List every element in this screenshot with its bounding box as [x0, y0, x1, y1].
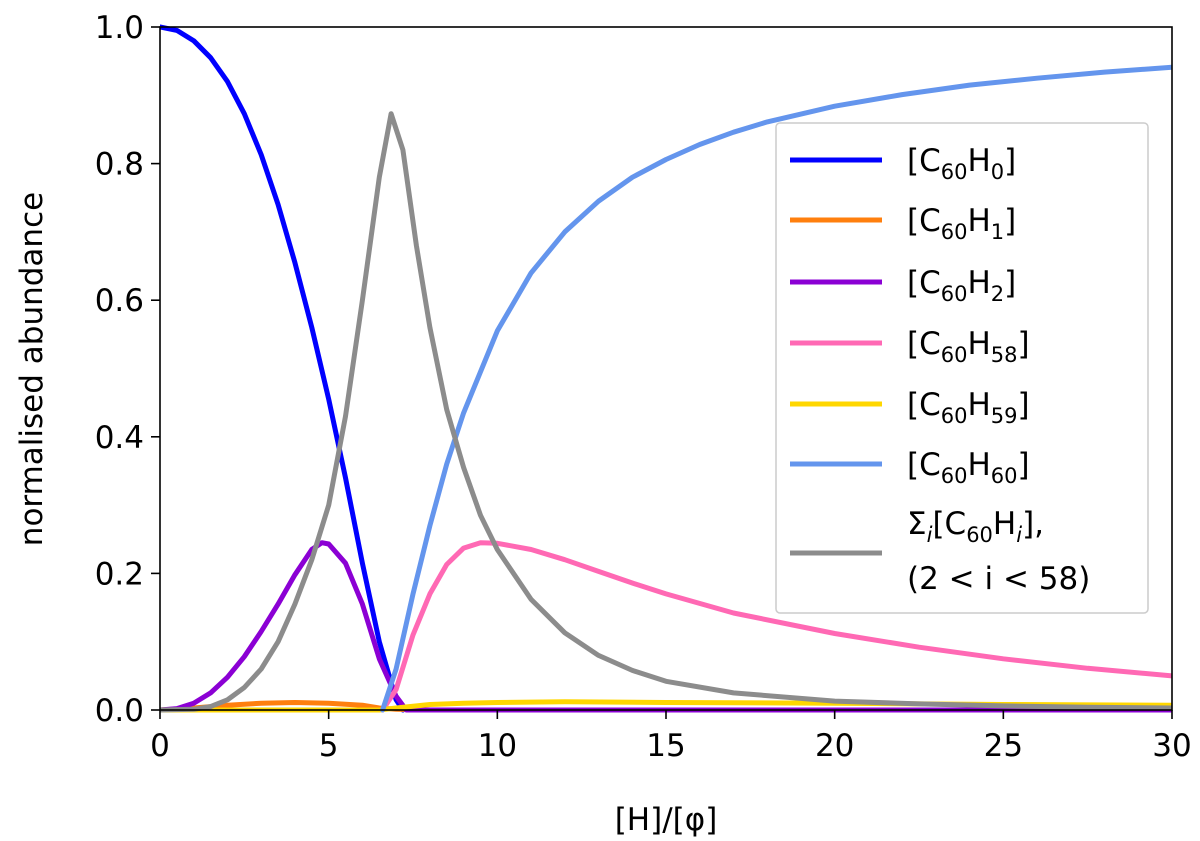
- x-tick-label: 10: [478, 728, 517, 764]
- series-line-6: [160, 111, 1172, 713]
- y-tick-label: 1.0: [95, 10, 144, 46]
- legend-entry-0: [C60H0]: [790, 143, 1016, 184]
- legend-label: Σi[C60Hi],: [907, 506, 1044, 547]
- y-tick-label: 0.6: [95, 283, 144, 319]
- legend: [C60H0] [C60H1] [C60H2] [C60H58] [C60H59] [C6…: [775, 122, 1149, 614]
- series-line-3: [380, 540, 1172, 713]
- x-tick-label: 5: [319, 728, 339, 764]
- y-tick-label: 0.0: [95, 693, 144, 729]
- legend-entry-2: [C60H2]: [790, 265, 1016, 306]
- y-tick-label: 0.4: [95, 420, 144, 456]
- axes: 0 5 10 15 20 25 30 0.0 0.2 0.4 0.6 0.8 1.0: [95, 10, 1192, 764]
- legend-label: [C60H58]: [907, 326, 1030, 367]
- legend-label: [C60H0]: [907, 143, 1016, 184]
- y-axis-label: normalised abundance: [14, 192, 50, 546]
- y-tick-label: 0.2: [95, 556, 144, 592]
- legend-label: [C60H2]: [907, 265, 1016, 306]
- series-line-2: [160, 540, 1172, 713]
- x-axis-label: [H]/[φ]: [615, 802, 718, 838]
- legend-label-line2: (2 < i < 58): [907, 561, 1090, 597]
- y-tick-label: 0.8: [95, 147, 144, 183]
- legend-entry-1: [C60H1]: [790, 203, 1016, 244]
- legend-entry-3: [C60H58]: [790, 326, 1030, 367]
- legend-entry-5: [C60H60]: [790, 447, 1030, 488]
- legend-label: [C60H1]: [907, 203, 1016, 244]
- x-tick-label: 30: [1152, 728, 1191, 764]
- legend-label: [C60H60]: [907, 447, 1030, 488]
- x-tick-label: 25: [984, 728, 1023, 764]
- x-tick-label: 0: [150, 728, 170, 764]
- legend-label: [C60H59]: [907, 387, 1030, 428]
- legend-entry-6: Σi[C60Hi], (2 < i < 58): [790, 506, 1090, 597]
- x-tick-label: 20: [815, 728, 854, 764]
- x-tick-label: 15: [646, 728, 685, 764]
- series-line-0: [160, 24, 406, 713]
- plot-lines: [160, 24, 1172, 713]
- series-line-5: [380, 64, 1172, 713]
- legend-frame: [775, 122, 1149, 614]
- legend-entry-4: [C60H59]: [790, 387, 1030, 428]
